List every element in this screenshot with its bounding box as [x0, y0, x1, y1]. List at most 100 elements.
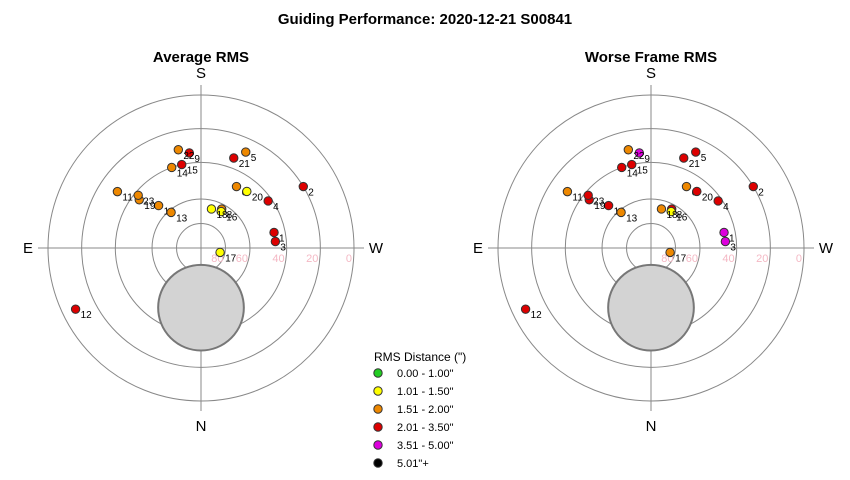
guide-point-label: 16	[226, 213, 238, 224]
legend-swatch	[373, 440, 383, 450]
chart-title: Average RMS	[153, 49, 249, 66]
guide-point	[719, 227, 729, 238]
guide-point	[215, 247, 225, 258]
guide-point	[133, 190, 143, 200]
guide-point	[270, 236, 281, 247]
guide-point	[627, 159, 637, 170]
guide-point	[713, 196, 723, 206]
guide-point-label: 3	[730, 242, 736, 253]
ring-label: 60	[236, 253, 248, 265]
guide-point-label: 2	[758, 188, 764, 199]
direction-north: N	[646, 418, 657, 435]
guide-point-label: 9	[194, 154, 200, 165]
guide-point-label: 8	[677, 210, 683, 221]
guide-point	[177, 159, 187, 170]
guide-point-label: 21	[689, 159, 701, 170]
guide-point-label: 8	[227, 210, 233, 221]
guide-point	[269, 227, 279, 238]
guide-point-label: 15	[187, 166, 199, 177]
guide-point-label: 1	[729, 233, 735, 244]
legend-swatch	[373, 386, 383, 396]
ring-label: 60	[686, 253, 698, 265]
legend: RMS Distance (") 0.00 - 1.00" 1.01 - 1.50"…	[373, 350, 466, 470]
legend-swatch	[373, 404, 383, 414]
guide-point	[623, 145, 634, 155]
guide-point-label: 19	[594, 201, 606, 212]
guide-point-label: 13	[626, 213, 638, 224]
guide-point-label: 5	[251, 153, 257, 164]
guide-point-label: 4	[273, 202, 279, 213]
guide-point	[656, 204, 667, 214]
legend-title: RMS Distance (")	[374, 350, 466, 364]
guide-point-label: 17	[675, 253, 687, 264]
guide-point-label: 20	[252, 192, 264, 203]
ring-label: 0	[796, 253, 802, 265]
legend-label: 5.01"+	[397, 458, 429, 470]
guide-point	[679, 153, 689, 163]
guide-point-label: 12	[531, 310, 543, 321]
guide-point	[216, 206, 226, 217]
guide-point-label: 9	[644, 154, 650, 165]
guide-point	[616, 162, 627, 173]
legend-swatch	[373, 368, 383, 378]
legend-swatch	[373, 422, 383, 432]
direction-east: E	[23, 240, 33, 257]
legend-swatch	[373, 458, 383, 468]
guide-point	[748, 181, 758, 192]
guide-point	[681, 181, 692, 192]
direction-west: W	[819, 240, 834, 257]
guide-point-label: 23	[143, 196, 155, 207]
zenith-exclusion-zone	[607, 263, 695, 352]
guide-point-label: 15	[637, 166, 649, 177]
guide-point-label: 3	[280, 242, 286, 253]
guide-point	[603, 200, 614, 211]
guide-point-label: 12	[81, 310, 93, 321]
zenith-exclusion-zone	[157, 263, 245, 352]
legend-label: 0.00 - 1.00"	[397, 368, 454, 380]
guide-point	[153, 200, 164, 211]
guide-point	[112, 186, 123, 197]
guide-point-label: 2	[308, 188, 314, 199]
legend-label: 1.01 - 1.50"	[397, 386, 454, 398]
guide-point	[70, 304, 81, 314]
guide-point	[692, 186, 702, 197]
ring-label: 40	[272, 253, 284, 265]
guide-point	[206, 204, 217, 214]
guide-point-label: 1	[279, 233, 285, 244]
guide-point	[520, 304, 531, 314]
guide-point	[166, 162, 177, 173]
guide-point	[229, 153, 239, 163]
guide-point	[616, 207, 626, 218]
direction-south: S	[196, 65, 206, 82]
direction-west: W	[369, 240, 384, 257]
sky-plot-average-rms: Average RMS806040200SNEW1234568910111213…	[23, 49, 384, 435]
guide-point-label: 20	[702, 192, 714, 203]
guide-point-label: 18	[216, 210, 228, 221]
ring-label: 0	[346, 253, 352, 265]
guide-point-label: 14	[177, 168, 189, 179]
page-title: Guiding Performance: 2020-12-21 S00841	[278, 11, 572, 28]
ring-label: 40	[722, 253, 734, 265]
ring-label: 20	[756, 253, 768, 265]
guide-point-label: 22	[633, 151, 645, 162]
guide-point	[665, 247, 675, 258]
direction-east: E	[473, 240, 483, 257]
legend-label: 2.01 - 3.50"	[397, 422, 454, 434]
guide-point	[562, 186, 573, 197]
guide-point	[583, 190, 593, 200]
guide-point	[242, 186, 252, 197]
direction-north: N	[196, 418, 207, 435]
guide-point	[241, 147, 251, 157]
guide-point-label: 11	[572, 193, 583, 204]
legend-label: 3.51 - 5.00"	[397, 440, 454, 452]
guide-point	[231, 181, 242, 192]
guide-point-label: 13	[176, 213, 188, 224]
guide-point	[666, 206, 676, 217]
guide-point-label: 23	[593, 196, 605, 207]
chart-title: Worse Frame RMS	[585, 49, 717, 66]
legend-label: 1.51 - 2.00"	[397, 404, 454, 416]
guide-point-label: 14	[627, 168, 639, 179]
guide-point-label: 11	[122, 193, 133, 204]
